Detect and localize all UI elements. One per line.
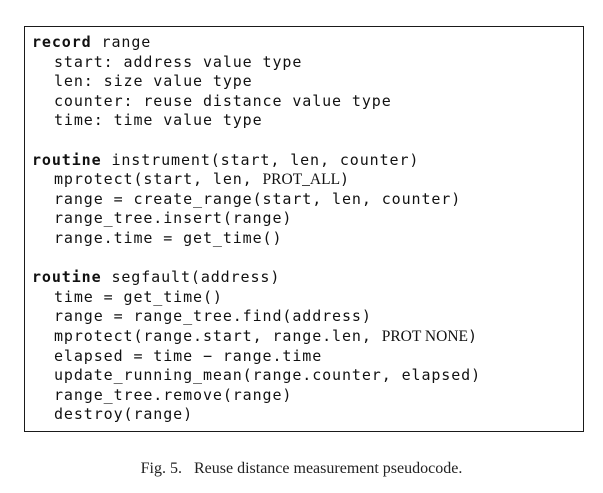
segfault-statement: range = range_tree.find(address) <box>54 307 372 326</box>
pseudocode-listing: record range start: address value type l… <box>32 33 481 425</box>
segfault-keyword: routine <box>32 268 102 287</box>
mprotect-close: ) <box>340 170 350 189</box>
mprotect-call: mprotect(range.start, range.len, <box>54 326 382 345</box>
segfault-header: routine segfault(address) <box>32 268 481 288</box>
segfault-signature: segfault(address) <box>101 268 281 287</box>
pseudocode-box <box>24 26 584 432</box>
record-keyword: record <box>32 33 92 51</box>
mprotect-call: mprotect(start, len, <box>54 170 263 189</box>
prot-flag: PROT_ALL <box>262 171 341 189</box>
record-field: time: time value type <box>54 111 263 130</box>
prot-flag: PROT NONE <box>381 327 468 345</box>
instrument-statement: range = create_range(start, len, counter… <box>54 189 462 208</box>
record-field: start: address value type <box>54 52 303 71</box>
segfault-statement: elapsed = time − range.time <box>54 346 323 365</box>
segfault-mprotect-line: mprotect(range.start, range.len, PROT NO… <box>32 327 481 347</box>
record-field: len: size value type <box>54 72 253 91</box>
instrument-statement: range_tree.insert(range) <box>54 209 293 228</box>
instrument-signature: instrument(start, len, counter) <box>101 150 420 169</box>
segfault-statement: destroy(range) <box>54 405 194 424</box>
segfault-statement: range_tree.remove(range) <box>54 385 293 404</box>
figure-caption: Fig. 5. Reuse distance measurement pseud… <box>140 460 463 477</box>
instrument-mprotect-line: mprotect(start, len, PROT_ALL) <box>32 170 481 190</box>
instrument-keyword: routine <box>32 150 102 169</box>
segfault-statement: time = get_time() <box>54 287 223 306</box>
instrument-header: routine instrument(start, len, counter) <box>32 151 481 171</box>
blank-line <box>32 249 481 269</box>
record-header: record range <box>32 33 481 53</box>
record-field: counter: reuse distance value type <box>54 91 392 110</box>
mprotect-close: ) <box>467 326 478 345</box>
blank-line <box>32 131 481 151</box>
record-name: range <box>91 33 152 51</box>
instrument-statement: range.time = get_time() <box>54 228 283 247</box>
segfault-statement: update_running_mean(range.counter, elaps… <box>54 366 482 385</box>
